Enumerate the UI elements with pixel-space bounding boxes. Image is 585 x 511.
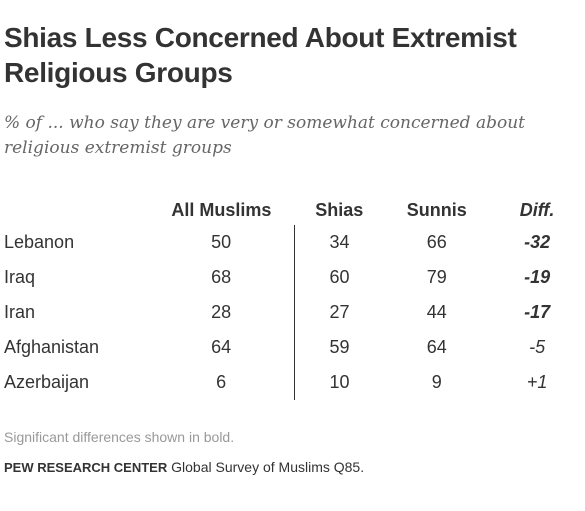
value-sunnis: 44 — [426, 302, 447, 322]
footnote: Significant differences shown in bold. — [4, 429, 235, 445]
value-sunnis: 66 — [426, 232, 447, 252]
source-text: Global Survey of Muslims Q85. — [167, 459, 365, 475]
source-org: Pew Research Center — [4, 460, 168, 475]
data-table: All Muslims Shias Sunnis Diff. Lebanon 5… — [0, 195, 585, 400]
table-row: Afghanistan 64 59 64 -5 — [0, 330, 585, 365]
value-shias: 59 — [293, 330, 385, 365]
value-shias: 10 — [293, 365, 385, 400]
header-all-muslims: All Muslims — [171, 200, 272, 220]
value-diff: -19 — [524, 267, 551, 287]
value-shias: 60 — [293, 260, 385, 295]
source-line: Pew Research Center Global Survey of Mus… — [4, 459, 364, 475]
table-body: Lebanon 50 34 66 -32 Iraq 68 60 79 -19 I… — [0, 225, 585, 400]
table-row: Azerbaijan 6 10 9 +1 — [0, 365, 585, 400]
value-all-muslims: 6 — [216, 372, 227, 392]
header-sunnis: Sunnis — [406, 200, 467, 220]
value-sunnis: 9 — [431, 372, 442, 392]
header-shias: Shias — [315, 200, 364, 220]
value-diff: -32 — [524, 232, 551, 252]
value-all-muslims: 64 — [211, 337, 232, 357]
country-label: Iran — [4, 302, 36, 322]
header-row: All Muslims Shias Sunnis Diff. — [0, 195, 585, 225]
value-all-muslims: 50 — [211, 232, 232, 252]
table-row: Iraq 68 60 79 -19 — [0, 260, 585, 295]
value-sunnis: 64 — [426, 337, 447, 357]
value-all-muslims: 28 — [211, 302, 232, 322]
value-sunnis: 79 — [426, 267, 447, 287]
table-row: Iran 28 27 44 -17 — [0, 295, 585, 330]
value-diff: -5 — [529, 337, 546, 357]
country-label: Azerbaijan — [4, 372, 90, 392]
header-country — [0, 195, 149, 225]
table-row: Lebanon 50 34 66 -32 — [0, 225, 585, 260]
value-diff: +1 — [526, 372, 548, 392]
country-label: Iraq — [4, 267, 36, 287]
value-diff: -17 — [524, 302, 551, 322]
value-shias: 27 — [293, 295, 385, 330]
header-diff: Diff. — [519, 200, 555, 220]
value-shias: 34 — [293, 225, 385, 260]
country-label: Afghanistan — [4, 337, 100, 357]
chart-subtitle: % of ... who say they are very or somewh… — [4, 113, 525, 158]
value-all-muslims: 68 — [211, 267, 232, 287]
chart-title: Shias Less Concerned About Extremist Rel… — [4, 22, 517, 88]
country-label: Lebanon — [4, 232, 75, 252]
